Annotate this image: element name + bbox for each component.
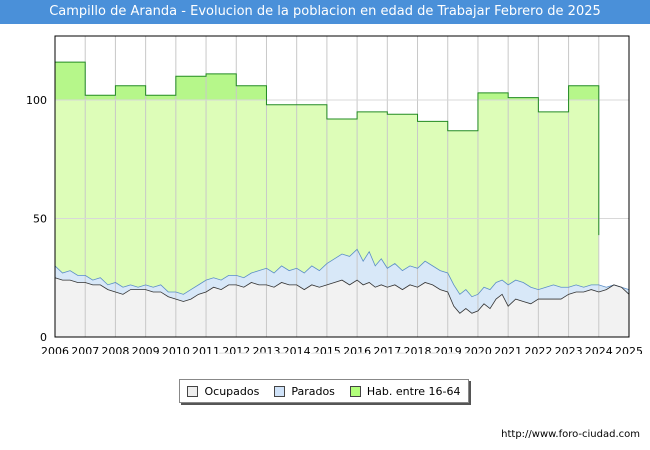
x-tick-label: 2022 xyxy=(524,345,552,354)
x-tick-label: 2021 xyxy=(494,345,522,354)
legend-label-parados: Parados xyxy=(291,384,335,398)
y-tick-label: 0 xyxy=(40,331,47,344)
x-tick-label: 2013 xyxy=(252,345,280,354)
x-tick-label: 2015 xyxy=(313,345,341,354)
series-area-hab-upper xyxy=(55,62,599,100)
source-link[interactable]: http://www.foro-ciudad.com xyxy=(501,429,640,440)
x-tick-label: 2008 xyxy=(101,345,129,354)
x-tick-label: 2016 xyxy=(343,345,371,354)
x-tick-label: 2010 xyxy=(162,345,190,354)
x-tick-label: 2014 xyxy=(283,345,311,354)
y-tick-label: 100 xyxy=(26,94,47,107)
series-line-hab xyxy=(55,61,600,236)
legend-item-parados: Parados xyxy=(274,385,335,398)
series-line-parados xyxy=(54,248,630,298)
legend: Ocupados Parados Hab. entre 16-64 xyxy=(179,379,469,403)
legend-label-ocupados: Ocupados xyxy=(204,384,260,398)
x-tick-label: 2018 xyxy=(404,345,432,354)
plot-frame xyxy=(54,35,630,338)
x-tick-label: 2017 xyxy=(373,345,401,354)
watermark: FORO-CIUDAD.COM xyxy=(217,350,487,354)
x-tick-label: 2023 xyxy=(555,345,583,354)
x-tick-label: 2012 xyxy=(222,345,250,354)
x-tick-label: 2025 xyxy=(615,345,643,354)
x-tick-label: 2019 xyxy=(434,345,462,354)
chart-title: Campillo de Aranda - Evolucion de la pob… xyxy=(0,0,650,24)
x-tick-label: 2009 xyxy=(132,345,160,354)
x-tick-label: 2011 xyxy=(192,345,220,354)
x-tick-label: 2007 xyxy=(71,345,99,354)
legend-item-ocupados: Ocupados xyxy=(187,385,259,398)
x-tick-label: 2024 xyxy=(585,345,613,354)
legend-swatch-parados xyxy=(274,385,286,397)
series-area-ocupados xyxy=(55,277,629,337)
legend-swatch-ocupados xyxy=(187,385,199,397)
x-tick-label: 2020 xyxy=(464,345,492,354)
series-line-ocupados xyxy=(54,277,630,314)
legend-label-hab: Hab. entre 16-64 xyxy=(366,384,461,398)
y-tick-label: 50 xyxy=(33,212,47,225)
legend-swatch-hab xyxy=(349,385,361,397)
x-tick-label: 2006 xyxy=(41,345,69,354)
legend-item-hab: Hab. entre 16-64 xyxy=(349,384,461,398)
